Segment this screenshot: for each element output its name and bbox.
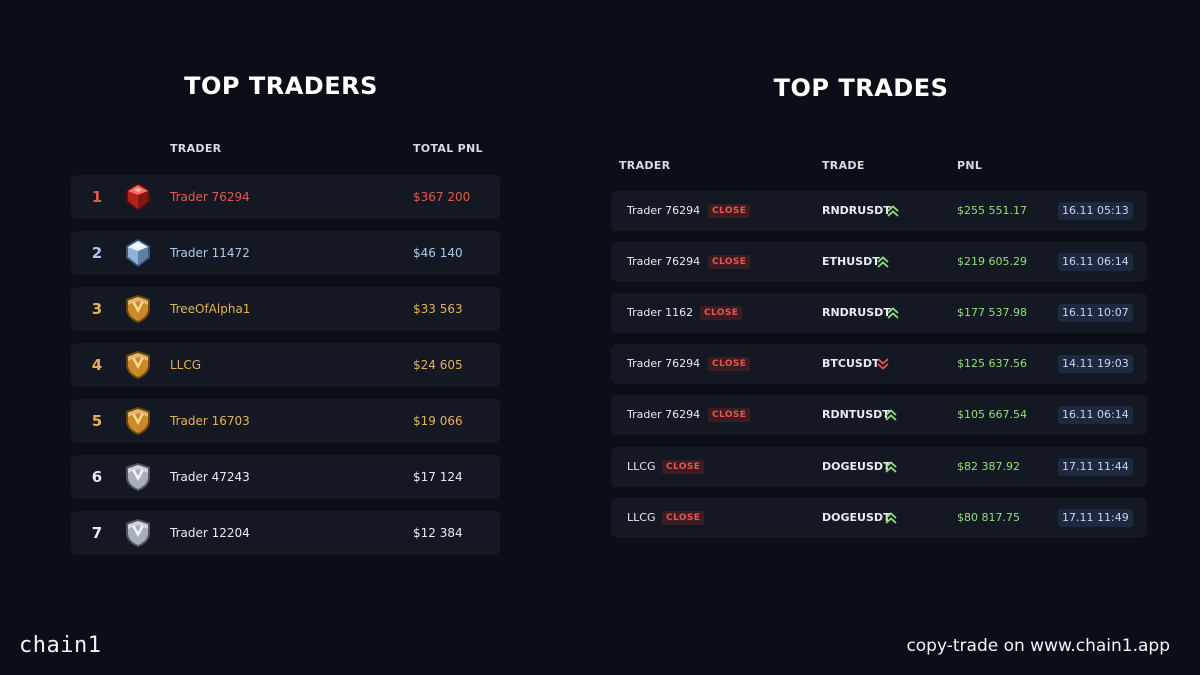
trader-rank: 1 [91,188,103,206]
trader-rank: 3 [91,300,103,318]
trader-row[interactable]: 6 Trader 47243 $17 124 [71,455,500,499]
gold-rank-badge-icon [126,295,150,323]
trader-total-pnl: $367 200 [413,190,471,204]
trader-row[interactable]: 2 Trader 11472 $46 140 [71,231,500,275]
trader-name[interactable]: Trader 47243 [170,470,250,484]
gold-rank-badge-icon [126,407,150,435]
trade-trader-name[interactable]: Trader 1162 [627,306,694,319]
trade-pair: BTCUSDT [822,357,880,370]
trader-rank: 5 [91,412,103,430]
close-badge: CLOSE [662,460,705,474]
long-arrow-icon [877,256,889,268]
trade-trader-name[interactable]: LLCG [627,460,656,473]
trades-column-trade: TRADE [822,159,865,172]
trader-name[interactable]: TreeOfAlpha1 [170,302,251,316]
trade-pnl: $177 537.98 [957,306,1027,319]
trader-rank: 7 [91,524,103,542]
trader-total-pnl: $17 124 [413,470,463,484]
trade-pair: RNDRUSDT [822,306,891,319]
trader-total-pnl: $24 605 [413,358,463,372]
trade-trader-name[interactable]: Trader 76294 [627,204,701,217]
trade-pnl: $105 667.54 [957,408,1027,421]
trader-name[interactable]: LLCG [170,358,202,372]
trade-time: 14.11 19:03 [1058,355,1133,373]
close-badge: CLOSE [708,408,751,422]
trader-row[interactable]: 1 Trader 76294 $367 200 [71,175,500,219]
trade-time: 17.11 11:49 [1058,509,1133,527]
trade-pnl: $125 637.56 [957,357,1027,370]
trader-rank: 6 [91,468,103,486]
trades-column-pnl: PNL [957,159,983,172]
trader-name[interactable]: Trader 12204 [170,526,250,540]
trade-trader-name[interactable]: Trader 76294 [627,408,701,421]
copy-trade-link[interactable]: copy-trade on www.chain1.app [906,636,1170,656]
trader-name[interactable]: Trader 76294 [170,190,250,204]
diamond-rank-badge-icon [126,239,150,267]
trade-row[interactable]: Trader 76294 CLOSE RNDRUSDT $255 551.17 … [611,191,1147,231]
trade-pair: RDNTUSDT [822,408,890,421]
trade-row[interactable]: LLCG CLOSE DOGEUSDT $80 817.75 17.11 11:… [611,498,1147,538]
trader-rank: 4 [91,356,103,374]
trader-name[interactable]: Trader 16703 [170,414,250,428]
long-arrow-icon [885,409,897,421]
trade-pnl: $80 817.75 [957,511,1020,524]
trade-time: 17.11 11:44 [1058,458,1133,476]
gold-rank-badge-icon [126,351,150,379]
trader-total-pnl: $12 384 [413,526,463,540]
close-badge: CLOSE [708,255,751,269]
trader-name[interactable]: Trader 11472 [170,246,250,260]
long-arrow-icon [885,512,897,524]
trader-row[interactable]: 4 LLCG $24 605 [71,343,500,387]
long-arrow-icon [887,307,899,319]
trade-pair: ETHUSDT [822,255,880,268]
close-badge: CLOSE [662,511,705,525]
trade-time: 16.11 10:07 [1058,304,1133,322]
trade-row[interactable]: Trader 76294 CLOSE BTCUSDT $125 637.56 1… [611,344,1147,384]
trader-row[interactable]: 3 TreeOfAlpha1 $33 563 [71,287,500,331]
trader-row[interactable]: 7 Trader 12204 $12 384 [71,511,500,555]
chain1-logo: chain1 [19,633,102,658]
trade-row[interactable]: Trader 1162 CLOSE RNDRUSDT $177 537.98 1… [611,293,1147,333]
trade-pair: DOGEUSDT [822,460,891,473]
trade-trader-name[interactable]: LLCG [627,511,656,524]
trade-time: 16.11 06:14 [1058,406,1133,424]
trader-total-pnl: $46 140 [413,246,463,260]
silver-rank-badge-icon [126,519,150,547]
trade-time: 16.11 05:13 [1058,202,1133,220]
trade-row[interactable]: Trader 76294 CLOSE RDNTUSDT $105 667.54 … [611,395,1147,435]
trader-total-pnl: $19 066 [413,414,463,428]
top-trades-title: TOP TRADES [773,74,949,102]
trades-column-trader: TRADER [619,159,671,172]
trader-rank: 2 [91,244,103,262]
long-arrow-icon [885,461,897,473]
trade-time: 16.11 06:14 [1058,253,1133,271]
trade-trader-name[interactable]: Trader 76294 [627,357,701,370]
trade-row[interactable]: Trader 76294 CLOSE ETHUSDT $219 605.29 1… [611,242,1147,282]
trade-row[interactable]: LLCG CLOSE DOGEUSDT $82 387.92 17.11 11:… [611,447,1147,487]
traders-column-trader: TRADER [170,142,222,155]
top-traders-title: TOP TRADERS [184,72,378,100]
short-arrow-icon [877,358,889,370]
close-badge: CLOSE [700,306,743,320]
silver-rank-badge-icon [126,463,150,491]
trade-trader-name[interactable]: Trader 76294 [627,255,701,268]
trade-pair: DOGEUSDT [822,511,891,524]
trade-pnl: $82 387.92 [957,460,1020,473]
close-badge: CLOSE [708,204,751,218]
close-badge: CLOSE [708,357,751,371]
trade-pair: RNDRUSDT [822,204,891,217]
trader-row[interactable]: 5 Trader 16703 $19 066 [71,399,500,443]
traders-column-total-pnl: TOTAL PNL [413,142,483,155]
trader-total-pnl: $33 563 [413,302,463,316]
trade-pnl: $219 605.29 [957,255,1027,268]
trade-pnl: $255 551.17 [957,204,1027,217]
long-arrow-icon [887,205,899,217]
ruby-rank-badge-icon [126,183,150,211]
